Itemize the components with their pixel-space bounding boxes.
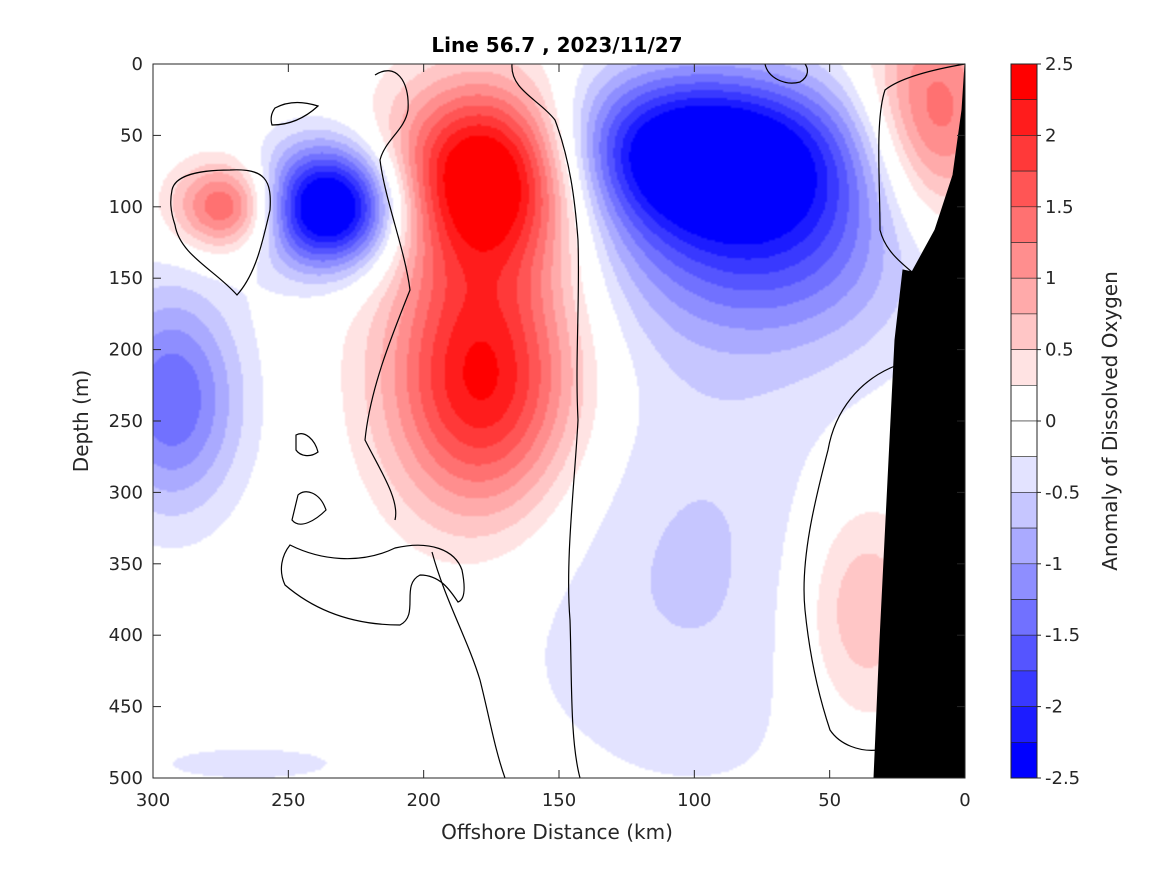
y-tick-label: 450 xyxy=(109,697,143,718)
zero-contour-line xyxy=(511,63,581,779)
colorbar-band xyxy=(1010,599,1038,636)
zero-contour-line xyxy=(170,169,271,296)
chart-title: Line 56.7 , 2023/11/27 xyxy=(431,33,682,57)
y-axis: 0 50 100 150 200 250 300 350 400 450 500 xyxy=(109,54,965,789)
y-tick-label: 400 xyxy=(109,625,143,646)
colorbar-band xyxy=(1010,206,1038,243)
zero-contour-line xyxy=(295,433,319,457)
colorbar-tick-label: -1 xyxy=(1045,554,1063,575)
zero-contours xyxy=(170,63,966,779)
x-tick-label: 50 xyxy=(818,790,841,811)
anomaly-field xyxy=(153,64,965,778)
zero-contour-line xyxy=(764,63,808,84)
y-axis-label: Depth (m) xyxy=(69,370,93,472)
y-tick-label: 250 xyxy=(109,411,143,432)
colorbar-tick-label: -2 xyxy=(1045,697,1063,718)
y-tick-label: 50 xyxy=(120,125,143,146)
zero-contour-line xyxy=(803,365,896,751)
colorbar-band xyxy=(1010,242,1038,279)
colorbar-band xyxy=(1010,135,1038,172)
colorbar-tick-label: 2 xyxy=(1045,125,1056,146)
colorbar-band xyxy=(1010,384,1038,422)
x-tick-label: 200 xyxy=(406,790,440,811)
colorbar-band xyxy=(1010,527,1038,565)
zero-contour-line xyxy=(291,491,327,525)
colorbar-band xyxy=(1010,277,1038,315)
colorbar: 2.5 2 1.5 1 0.5 0 -0.5 -1 -1.5 -2 -2.5 Anomaly of … xyxy=(1010,54,1122,789)
zero-contour-line xyxy=(280,544,465,626)
colorbar-band xyxy=(1010,634,1038,672)
x-tick-label: 100 xyxy=(677,790,711,811)
colorbar-blocks xyxy=(1010,63,1038,779)
x-axis: 300 250 200 150 100 50 0 xyxy=(136,64,971,811)
y-tick-label: 350 xyxy=(109,554,143,575)
y-tick-label: 100 xyxy=(109,197,143,218)
colorbar-band xyxy=(1010,563,1038,600)
colorbar-tick-label: -0.5 xyxy=(1045,482,1080,503)
colorbar-band xyxy=(1010,492,1038,529)
colorbar-label: Anomaly of Dissolved Oxygen xyxy=(1098,271,1122,571)
x-tick-label: 150 xyxy=(542,790,576,811)
colorbar-band xyxy=(1010,349,1038,386)
colorbar-tick-label: 2.5 xyxy=(1045,54,1074,75)
colorbar-tick-label: 0 xyxy=(1045,411,1056,432)
y-tick-label: 0 xyxy=(132,54,143,75)
colorbar-ticks: 2.5 2 1.5 1 0.5 0 -0.5 -1 -1.5 -2 -2.5 xyxy=(1037,54,1080,789)
x-tick-label: 0 xyxy=(959,790,970,811)
x-tick-label: 300 xyxy=(136,790,170,811)
colorbar-band xyxy=(1010,99,1038,136)
colorbar-band xyxy=(1010,313,1038,350)
x-tick-label: 250 xyxy=(271,790,305,811)
colorbar-tick-label: -2.5 xyxy=(1045,768,1080,789)
plot-area: 300 250 200 150 100 50 0 050100150200250300350… xyxy=(109,54,971,811)
zero-contour-line xyxy=(878,63,966,273)
colorbar-tick-label: 1.5 xyxy=(1045,197,1074,218)
colorbar-band xyxy=(1010,456,1038,493)
zero-contour-line xyxy=(431,551,506,779)
colorbar-band xyxy=(1010,670,1038,707)
colorbar-tick-label: 1 xyxy=(1045,268,1056,289)
colorbar-tick-label: 0.5 xyxy=(1045,340,1074,361)
colorbar-tick-label: -1.5 xyxy=(1045,625,1080,646)
y-tick-label: 500 xyxy=(109,768,143,789)
colorbar-band xyxy=(1010,706,1038,743)
colorbar-band xyxy=(1010,420,1038,458)
colorbar-band xyxy=(1010,741,1038,779)
y-tick-label: 150 xyxy=(109,268,143,289)
x-axis-label: Offshore Distance (km) xyxy=(441,820,673,844)
colorbar-band xyxy=(1010,170,1038,208)
y-tick-label: 200 xyxy=(109,340,143,361)
colorbar-band xyxy=(1010,63,1038,101)
y-tick-label: 300 xyxy=(109,482,143,503)
zero-contour-line xyxy=(364,70,411,521)
zero-contour-line xyxy=(270,101,320,126)
